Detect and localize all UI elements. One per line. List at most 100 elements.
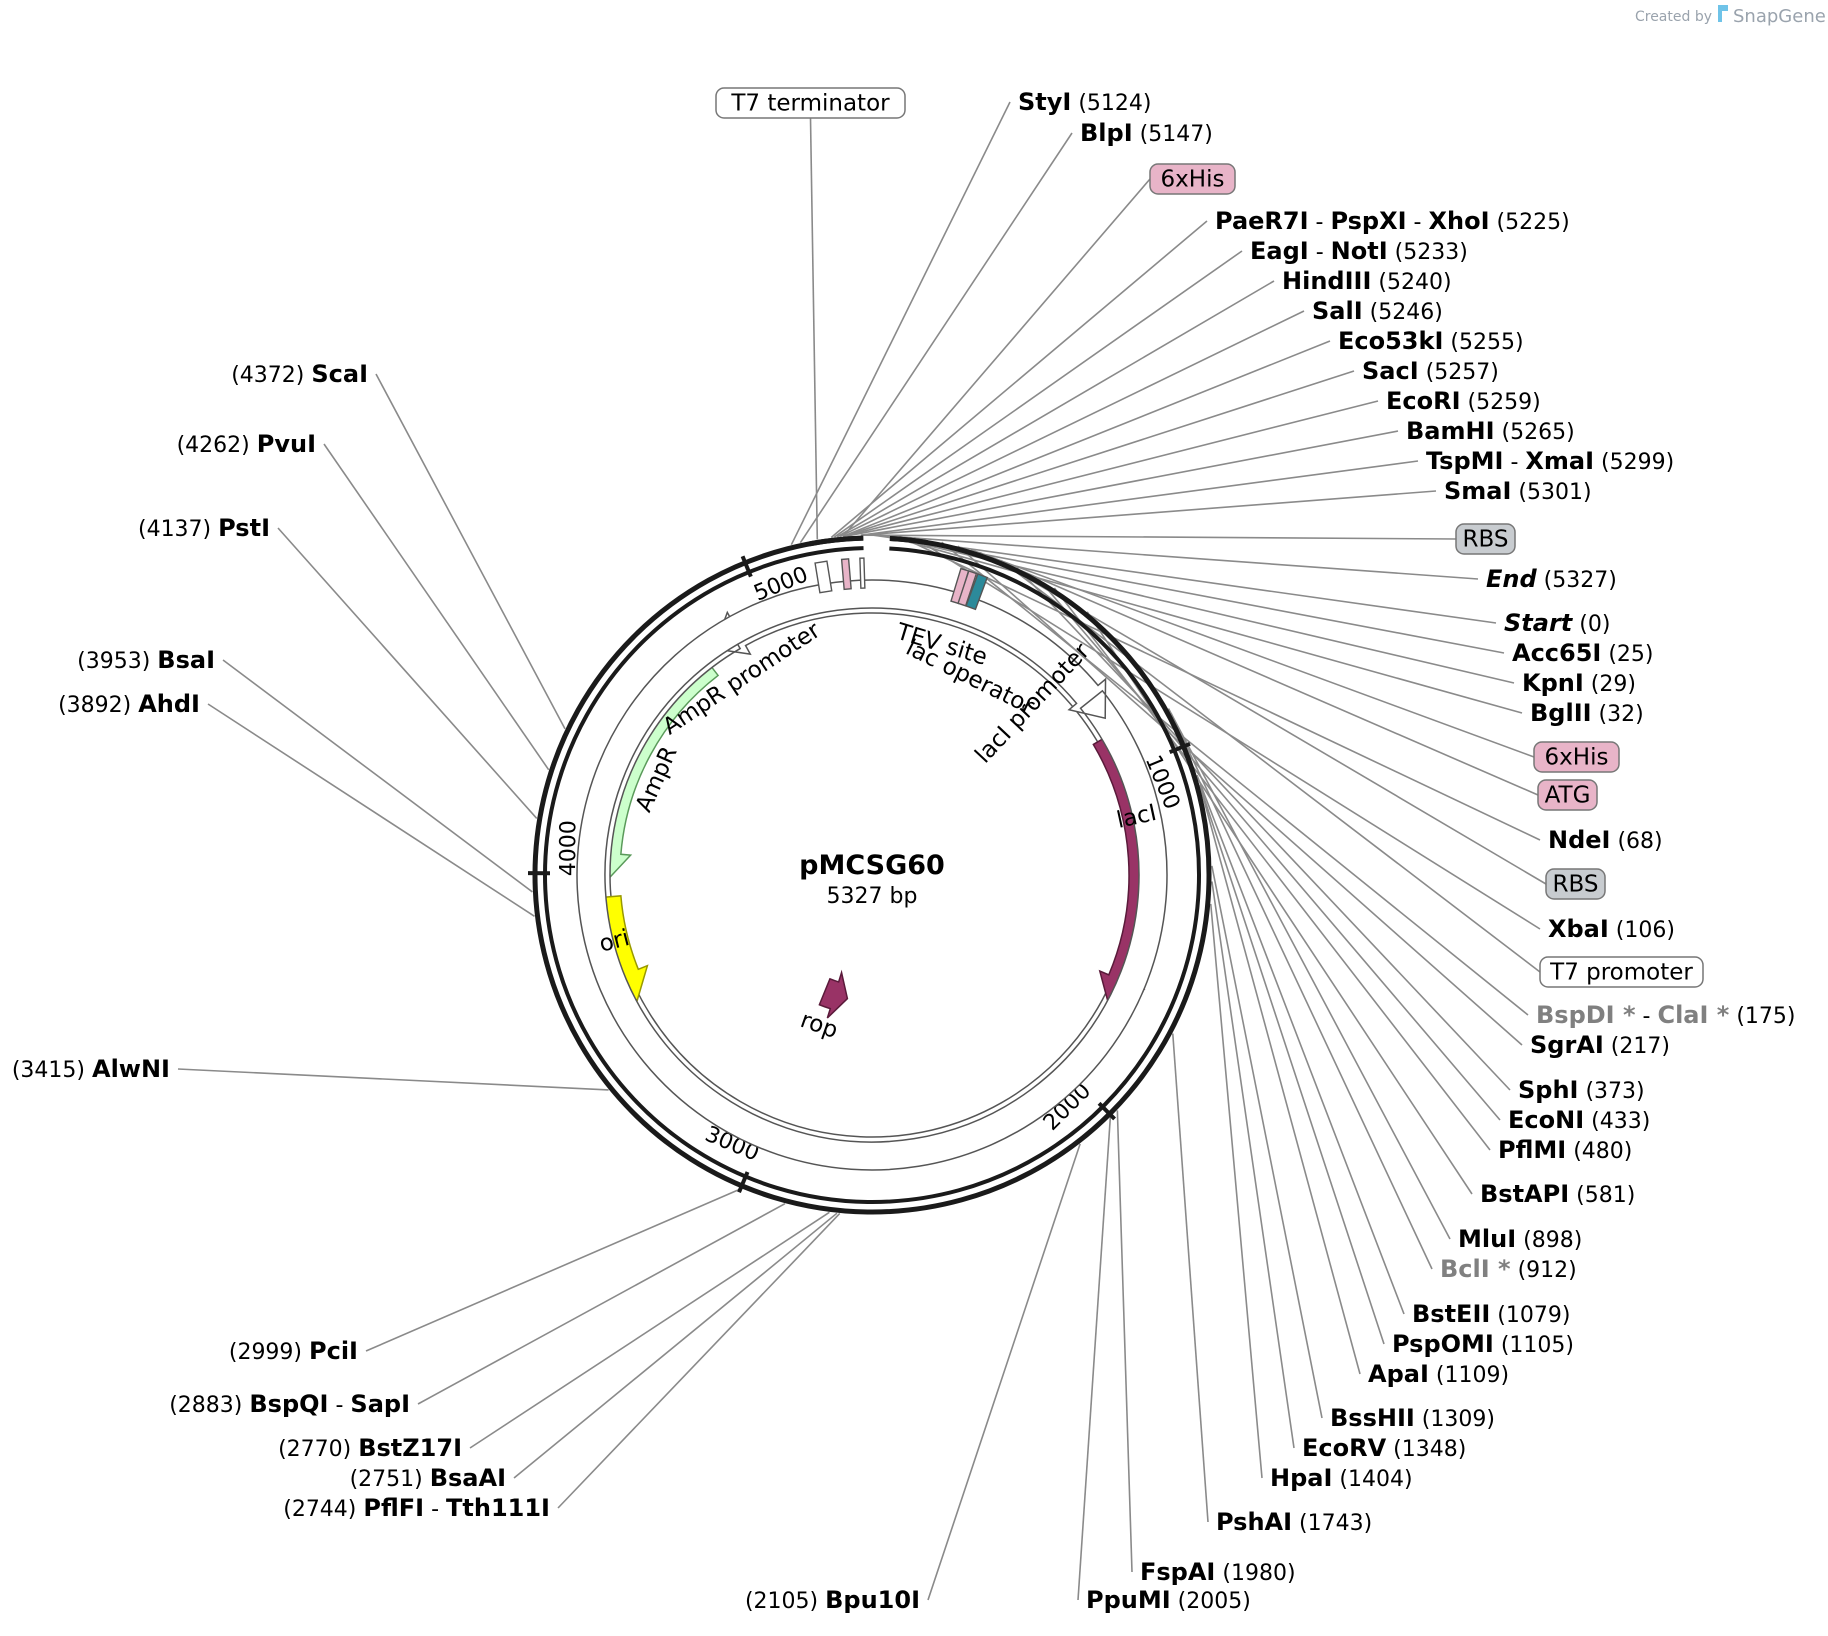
site-label-bspqi: (2883) BspQI - SapI xyxy=(169,1390,410,1418)
site-position: (4372) xyxy=(231,363,311,388)
site-enzyme-name: BsaI xyxy=(157,646,215,674)
lacI-promoter-arrow xyxy=(576,579,1168,1171)
site-label-pshai: PshAI (1743) xyxy=(1216,1508,1372,1536)
site-position: (373) xyxy=(1578,1079,1644,1104)
site-label-pspomi: PspOMI (1105) xyxy=(1392,1330,1574,1358)
site-label-ecorv: EcoRV (1348) xyxy=(1302,1434,1466,1462)
snapgene-logo-icon xyxy=(1718,5,1728,22)
site-label-bsaai: (2751) BsaAI xyxy=(350,1464,506,1492)
site-label-pflmi: PflMI (480) xyxy=(1498,1136,1632,1164)
site-separator: - xyxy=(424,1497,446,1522)
site-enzyme-name: BssHII xyxy=(1330,1404,1415,1432)
site-enzyme-name: BspDI * xyxy=(1536,1001,1636,1029)
site-separator: - xyxy=(1503,450,1525,475)
feature-box-text: T7 terminator xyxy=(730,91,890,117)
site-leader-line xyxy=(861,490,1437,536)
site-enzyme-name: EagI xyxy=(1250,237,1309,265)
site-position: (5265) xyxy=(1495,420,1575,445)
feature-box-t7-promoter: T7 promoter xyxy=(1539,956,1704,988)
feature-box-rect xyxy=(1539,956,1704,988)
site-label-bstz17i: (2770) BstZ17I xyxy=(278,1434,462,1462)
site-text: (4262) PvuI xyxy=(177,430,316,458)
site-enzyme-name: PaeR7I xyxy=(1215,207,1309,235)
site-label-eagi: EagI - NotI (5233) xyxy=(1250,237,1468,265)
site-leader-line xyxy=(177,1068,609,1091)
site-position: (433) xyxy=(1584,1109,1650,1134)
site-enzyme-name: Bpu10I xyxy=(825,1586,920,1614)
site-text: (2883) BspQI - SapI xyxy=(169,1390,410,1418)
site-enzyme-name: TspMI xyxy=(1426,447,1503,475)
site-leader-line xyxy=(1170,713,1433,1270)
feature-box-rect xyxy=(1455,523,1516,555)
site-leader-line xyxy=(1209,903,1263,1479)
site-text: Acc65I (25) xyxy=(1512,639,1654,667)
feature-box-his-top: 6xHis xyxy=(1149,163,1236,195)
site-text: End (5327) xyxy=(1486,565,1617,593)
site-label-scai: (4372) ScaI xyxy=(231,360,368,388)
site-text: EcoRV (1348) xyxy=(1302,1434,1466,1462)
site-leader-line xyxy=(843,370,1355,537)
site-text: BspDI * - ClaI * (175) xyxy=(1536,1001,1795,1029)
site-enzyme-name: PvuI xyxy=(257,430,316,458)
site-text: BstEII (1079) xyxy=(1412,1300,1570,1328)
site-label-smai: SmaI (5301) xyxy=(1444,477,1592,505)
site-leader-line xyxy=(839,310,1305,538)
site-text: EcoRI (5259) xyxy=(1386,387,1541,415)
tev-his-feature xyxy=(957,570,978,607)
site-label-start: Start (0) xyxy=(1504,609,1610,637)
tick-mark xyxy=(740,555,753,578)
site-label-ecori: EcoRI (5259) xyxy=(1386,387,1541,415)
site-label-pflfi: (2744) PflFI - Tth111I xyxy=(283,1494,550,1522)
plasmid-name: pMCSG60 xyxy=(799,850,945,881)
site-position: (5299) xyxy=(1594,450,1674,475)
backbone-outer xyxy=(532,535,1212,1215)
box-leader-line xyxy=(970,548,1535,758)
site-position: (1348) xyxy=(1386,1437,1466,1462)
site-text: PaeR7I - PspXI - XhoI (5225) xyxy=(1215,207,1570,235)
site-label-fspai: FspAI (1980) xyxy=(1140,1558,1296,1586)
site-enzyme-name: AlwNI xyxy=(92,1055,170,1083)
site-label-econi: EcoNI (433) xyxy=(1508,1106,1650,1134)
site-text: EagI - NotI (5233) xyxy=(1250,237,1468,265)
box-leader-line xyxy=(1000,559,1541,973)
site-text: SacI (5257) xyxy=(1362,357,1499,385)
site-leader-line xyxy=(836,280,1275,538)
site-position: (5259) xyxy=(1461,390,1541,415)
site-separator: - xyxy=(1309,210,1331,235)
site-text: BlpI (5147) xyxy=(1080,119,1213,147)
site-leader-line xyxy=(1053,587,1491,1151)
site-text: Eco53kI (5255) xyxy=(1338,327,1524,355)
site-separator: - xyxy=(1407,210,1429,235)
site-text: SgrAI (217) xyxy=(1530,1031,1670,1059)
site-enzyme-name: PciI xyxy=(309,1337,358,1365)
site-enzyme-name: Start xyxy=(1504,609,1574,637)
site-text: NdeI (68) xyxy=(1548,826,1663,854)
site-enzyme-name: NdeI xyxy=(1548,826,1610,854)
tick-mark xyxy=(1168,741,1191,755)
site-leader-line xyxy=(207,703,535,917)
site-label-bsteii: BstEII (1079) xyxy=(1412,1300,1570,1328)
site-text: BstAPI (581) xyxy=(1480,1180,1635,1208)
feature-box-atg: ATG xyxy=(1537,779,1598,811)
site-enzyme-name: BamHI xyxy=(1406,417,1495,445)
feature-box-text: RBS xyxy=(1553,872,1599,898)
feature-boxes: T7 terminator 6xHis RBS 6xHis ATG RBS T7 promo… xyxy=(715,87,1704,988)
site-leader-line xyxy=(1037,577,1501,1121)
plasmid-backbone xyxy=(532,535,1212,1215)
site-position: (29) xyxy=(1584,672,1636,697)
site-enzyme-name: BstAPI xyxy=(1480,1180,1569,1208)
site-leader-line xyxy=(1167,708,1451,1240)
site-text: (2105) Bpu10I xyxy=(745,1586,920,1614)
site-separator: - xyxy=(328,1393,350,1418)
site-leader-line xyxy=(860,460,1419,536)
site-position: (5257) xyxy=(1419,360,1499,385)
credit-brand: SnapGene xyxy=(1733,6,1826,27)
site-leader-line xyxy=(1077,1117,1112,1601)
site-leader-line xyxy=(842,340,1331,537)
site-label-psti: (4137) PstI xyxy=(138,514,270,542)
site-text: BclI * (912) xyxy=(1440,1255,1577,1283)
site-enzyme-name: PflFI xyxy=(363,1494,424,1522)
box-leader-line xyxy=(842,178,1151,537)
site-leader-line xyxy=(1196,774,1405,1315)
box-leader-line xyxy=(861,534,1457,540)
